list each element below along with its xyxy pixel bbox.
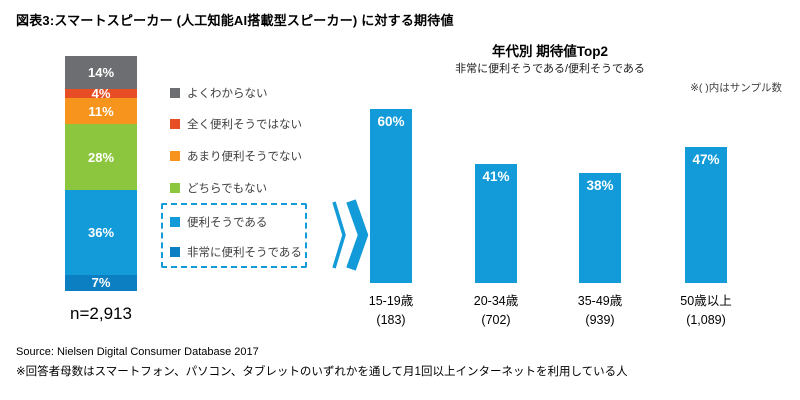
legend-label: 非常に便利そうである xyxy=(187,247,302,259)
legend-item-not-at-all-useful: 全く便利そうではない xyxy=(170,116,302,132)
category-label-35-49: 35-49歳 (939) xyxy=(545,292,655,330)
legend-swatch xyxy=(170,183,180,193)
bar-50-plus: 47% xyxy=(685,147,727,283)
category-label-20-34: 20-34歳 (702) xyxy=(441,292,551,330)
legend-swatch xyxy=(170,151,180,161)
chevron-right-arrow-svg xyxy=(332,199,369,271)
stacked-segment-very-useful: 7% xyxy=(65,274,137,291)
chevron-right-arrow-icon xyxy=(330,199,370,271)
sample-count: (702) xyxy=(481,313,511,327)
sample-note: ※( )内はサンプル数 xyxy=(690,82,782,94)
legend-swatch xyxy=(170,247,180,257)
bar-value-label: 60% xyxy=(377,114,405,129)
footer-note: ※回答者母数はスマートフォン、パソコン、タブレットのいずれかを通して月1回以上イ… xyxy=(16,366,628,378)
bar-15-19: 60% xyxy=(370,109,412,283)
legend-swatch xyxy=(170,119,180,129)
legend-label: よくわからない xyxy=(187,88,268,100)
bar-35-49: 38% xyxy=(579,173,621,283)
stacked-segment-useful: 36% xyxy=(65,189,137,275)
bar-value-label: 41% xyxy=(482,169,510,184)
sample-size-label: n=2,913 xyxy=(70,304,132,323)
stacked-bar: 14% 4% 11% 28% 36% 7% xyxy=(65,56,137,291)
bar-chart-subtitle: 非常に便利そうである/便利そうである xyxy=(455,63,645,75)
bar-value-label: 47% xyxy=(692,152,720,167)
age-label: 35-49歳 xyxy=(577,294,623,308)
sample-count: (939) xyxy=(585,313,615,327)
age-label: 20-34歳 xyxy=(473,294,519,308)
legend-label: 便利そうである xyxy=(187,217,268,229)
bar-20-34: 41% xyxy=(475,164,517,283)
age-label: 15-19歳 xyxy=(368,294,414,308)
segment-value-label: 36% xyxy=(87,224,115,240)
figure-title: 図表3:スマートスピーカー (人工知能AI搭載型スピーカー) に対する期待値 xyxy=(16,13,454,28)
segment-value-label: 28% xyxy=(87,149,115,165)
legend-item-not-very-useful: あまり便利そうでない xyxy=(170,148,302,164)
age-label: 50歳以上 xyxy=(680,294,732,308)
legend-label: どちらでもない xyxy=(187,183,268,195)
bar-chart-title: 年代別 期待値Top2 xyxy=(492,44,608,59)
sample-count: (183) xyxy=(376,313,406,327)
segment-value-label: 11% xyxy=(88,103,114,119)
segment-value-label: 7% xyxy=(91,275,111,291)
category-label-15-19: 15-19歳 (183) xyxy=(336,292,446,330)
bar-value-label: 38% xyxy=(586,178,614,193)
segment-value-label: 4% xyxy=(91,86,111,102)
stacked-segment-not-at-all-useful: 4% xyxy=(65,86,137,102)
source-credit: Source: Nielsen Digital Consumer Databas… xyxy=(16,346,259,358)
legend-label: あまり便利そうでない xyxy=(187,151,302,163)
legend-item-dont-know: よくわからない xyxy=(170,85,268,101)
legend-label: 全く便利そうではない xyxy=(187,119,302,131)
segment-value-label: 14% xyxy=(87,64,115,80)
stacked-segment-neutral: 28% xyxy=(65,124,137,190)
stacked-segment-dont-know: 14% xyxy=(65,56,137,89)
top2-highlight-box xyxy=(161,203,307,268)
legend-swatch xyxy=(170,88,180,98)
legend-item-very-useful: 非常に便利そうである xyxy=(170,244,302,260)
legend-item-useful: 便利そうである xyxy=(170,214,267,230)
stacked-segment-not-very-useful: 11% xyxy=(65,98,137,125)
legend-swatch xyxy=(170,217,180,227)
legend-item-neutral: どちらでもない xyxy=(170,180,267,196)
category-label-50-plus: 50歳以上 (1,089) xyxy=(651,292,761,330)
sample-count: (1,089) xyxy=(686,313,726,327)
